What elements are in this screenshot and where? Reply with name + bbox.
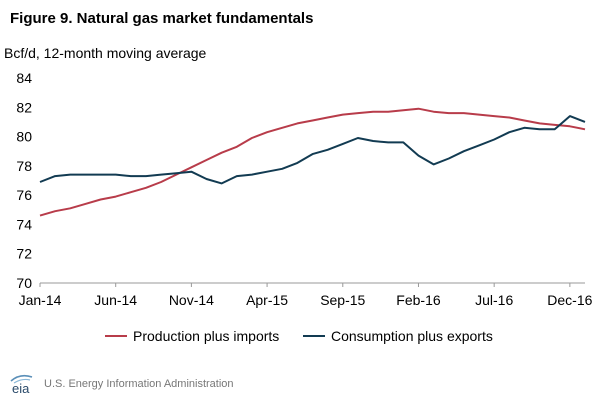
y-tick-label: 74 <box>16 216 32 232</box>
x-axis-ticks: Jan-14 Jun-14 Nov-14 Apr-15 Sep-15 Feb-16 Jul-… <box>19 283 593 308</box>
footer: eia U.S. Energy Information Administrati… <box>8 372 234 396</box>
x-tick-label: Dec-16 <box>547 292 592 308</box>
x-tick-label: Apr-15 <box>246 292 288 308</box>
x-tick-label: Jan-14 <box>19 292 62 308</box>
production-line <box>39 107 586 217</box>
eia-logo: eia <box>10 374 33 395</box>
y-tick-label: 70 <box>16 275 32 291</box>
source-text: U.S. Energy Information Administration <box>44 378 234 390</box>
y-axis-label: Bcf/d, 12-month moving average <box>4 45 207 61</box>
y-tick-label: 78 <box>16 158 32 174</box>
y-tick-label: 84 <box>16 70 32 86</box>
x-tick-label: Sep-15 <box>320 292 365 308</box>
x-tick-label: Jul-16 <box>475 292 513 308</box>
svg-text:eia: eia <box>12 381 30 395</box>
series-lines <box>39 107 586 217</box>
x-tick-label: Feb-16 <box>396 292 441 308</box>
x-tick-label: Jun-14 <box>94 292 137 308</box>
y-tick-label: 72 <box>16 246 32 262</box>
chart-title: Figure 9. Natural gas market fundamental… <box>10 10 314 27</box>
x-tick-label: Nov-14 <box>169 292 214 308</box>
consumption-line <box>39 115 586 185</box>
y-axis-ticks: 70 72 74 76 78 80 82 84 <box>16 70 32 291</box>
legend: Production plus imports Consumption plus… <box>105 328 493 344</box>
legend-label-production: Production plus imports <box>133 328 279 344</box>
legend-label-consumption: Consumption plus exports <box>331 328 493 344</box>
y-tick-label: 80 <box>16 129 32 145</box>
y-tick-label: 76 <box>16 187 32 203</box>
y-tick-label: 82 <box>16 99 32 115</box>
